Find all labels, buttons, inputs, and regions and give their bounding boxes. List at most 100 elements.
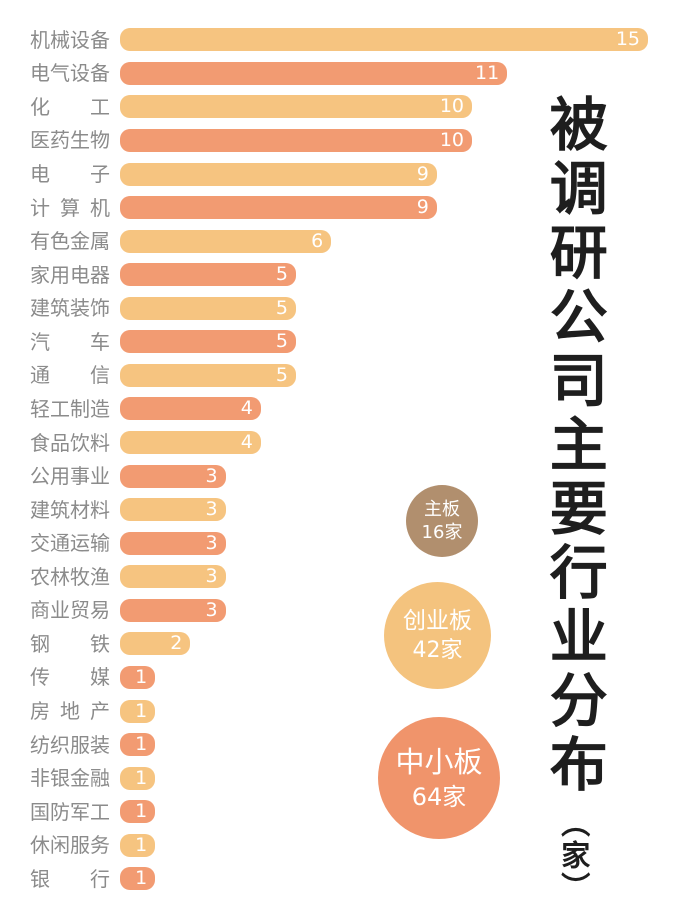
legend-circle-chinext: 创业板 42家 — [384, 582, 491, 689]
bar: 3 — [120, 598, 226, 622]
category-label: 化工 — [30, 94, 110, 119]
category-label: 轻工制造 — [30, 396, 110, 421]
bar: 3 — [120, 531, 226, 555]
bar-value-label: 4 — [240, 397, 253, 420]
bar-value-label: 10 — [439, 128, 464, 151]
category-label: 电子 — [30, 162, 110, 187]
category-label: 公用事业 — [30, 464, 110, 489]
bar-row: 计算机 9 — [30, 191, 690, 225]
chart-title-text: 被调研公司主要行业分布 — [539, 94, 608, 798]
category-label: 休闲服务 — [30, 833, 110, 858]
category-label: 农林牧渔 — [30, 564, 110, 589]
circle-count: 16家 — [421, 522, 463, 543]
bar-value-label: 6 — [311, 229, 324, 252]
bar-chart: 机械设备 15 电气设备 11 化工 10 医药生物 10 电子 9 计算机 9… — [30, 23, 690, 896]
category-label: 医药生物 — [30, 128, 110, 153]
bar-row: 化工 10 — [30, 90, 690, 124]
bar: 1 — [120, 699, 156, 723]
bar-value-label: 1 — [135, 766, 148, 789]
category-label: 机械设备 — [30, 27, 110, 52]
bar-value-label: 15 — [615, 28, 640, 51]
bar: 6 — [120, 229, 332, 253]
bar-value-label: 1 — [135, 733, 148, 756]
bar-row: 电气设备 11 — [30, 57, 690, 91]
bar: 1 — [120, 766, 156, 790]
bar: 15 — [120, 28, 648, 52]
bar: 5 — [120, 330, 296, 354]
category-label: 建筑装饰 — [30, 296, 110, 321]
bar-row: 房地产 1 — [30, 694, 690, 728]
bar-value-label: 1 — [135, 699, 148, 722]
category-label: 国防军工 — [30, 799, 110, 824]
bar: 5 — [120, 263, 296, 287]
circle-count: 64家 — [411, 782, 467, 811]
bar-row: 钢铁 2 — [30, 627, 690, 661]
category-label: 通信 — [30, 363, 110, 388]
circle-count: 42家 — [412, 638, 463, 663]
bar-row: 传媒 1 — [30, 661, 690, 695]
bar-value-label: 9 — [416, 196, 429, 219]
bar: 3 — [120, 498, 226, 522]
bar-value-label: 11 — [475, 61, 500, 84]
category-label: 纺织服装 — [30, 732, 110, 757]
bar-value-label: 3 — [205, 531, 218, 554]
bar-row: 有色金属 6 — [30, 224, 690, 258]
bar: 9 — [120, 196, 437, 220]
bar-row: 国防军工 1 — [30, 795, 690, 829]
bar-row: 建筑材料 3 — [30, 493, 690, 527]
bar-value-label: 3 — [205, 565, 218, 588]
bar-row: 食品饮料 4 — [30, 426, 690, 460]
category-label: 房地产 — [30, 699, 110, 724]
bar-value-label: 5 — [275, 263, 288, 286]
category-label: 非银金融 — [30, 766, 110, 791]
bar: 5 — [120, 296, 296, 320]
bar-row: 电子 9 — [30, 157, 690, 191]
category-label: 有色金属 — [30, 229, 110, 254]
bar-value-label: 5 — [275, 296, 288, 319]
bar-value-label: 5 — [275, 363, 288, 386]
bar-value-label: 4 — [240, 431, 253, 454]
bar-row: 休闲服务 1 — [30, 829, 690, 863]
bar: 9 — [120, 162, 437, 186]
bar: 3 — [120, 464, 226, 488]
bar-value-label: 3 — [205, 598, 218, 621]
bar-row: 建筑装饰 5 — [30, 292, 690, 326]
category-label: 建筑材料 — [30, 497, 110, 522]
chart-title: 被调研公司主要行业分布 （家） — [539, 94, 608, 904]
bar-row: 机械设备 15 — [30, 23, 690, 57]
circle-label: 创业板 — [403, 608, 472, 634]
category-label: 钢铁 — [30, 631, 110, 656]
bar: 4 — [120, 431, 261, 455]
bar: 1 — [120, 733, 156, 757]
bar: 4 — [120, 397, 261, 421]
bar: 3 — [120, 565, 226, 589]
bar: 5 — [120, 363, 296, 387]
category-label: 传媒 — [30, 665, 110, 690]
bar-row: 公用事业 3 — [30, 459, 690, 493]
category-label: 食品饮料 — [30, 430, 110, 455]
bar-row: 农林牧渔 3 — [30, 560, 690, 594]
category-label: 计算机 — [30, 195, 110, 220]
circle-label: 中小板 — [395, 744, 483, 779]
bar: 1 — [120, 833, 156, 857]
category-label: 商业贸易 — [30, 598, 110, 623]
bar-value-label: 1 — [135, 665, 148, 688]
bar-row: 通信 5 — [30, 359, 690, 393]
bar: 11 — [120, 61, 508, 85]
bar-row: 纺织服装 1 — [30, 728, 690, 762]
category-label: 银行 — [30, 866, 110, 891]
category-label: 电气设备 — [30, 61, 110, 86]
legend-circle-mainboard: 主板 16家 — [406, 485, 478, 557]
bar: 1 — [120, 867, 156, 891]
bar-value-label: 3 — [205, 464, 218, 487]
bar-value-label: 1 — [135, 867, 148, 890]
bar: 10 — [120, 128, 472, 152]
legend-circle-sme: 中小板 64家 — [378, 717, 500, 839]
chart-title-unit: （家） — [556, 808, 591, 904]
category-label: 交通运输 — [30, 531, 110, 556]
bar: 1 — [120, 665, 156, 689]
bar-value-label: 3 — [205, 498, 218, 521]
bar-row: 轻工制造 4 — [30, 392, 690, 426]
bar: 1 — [120, 800, 156, 824]
bar-value-label: 10 — [439, 95, 464, 118]
